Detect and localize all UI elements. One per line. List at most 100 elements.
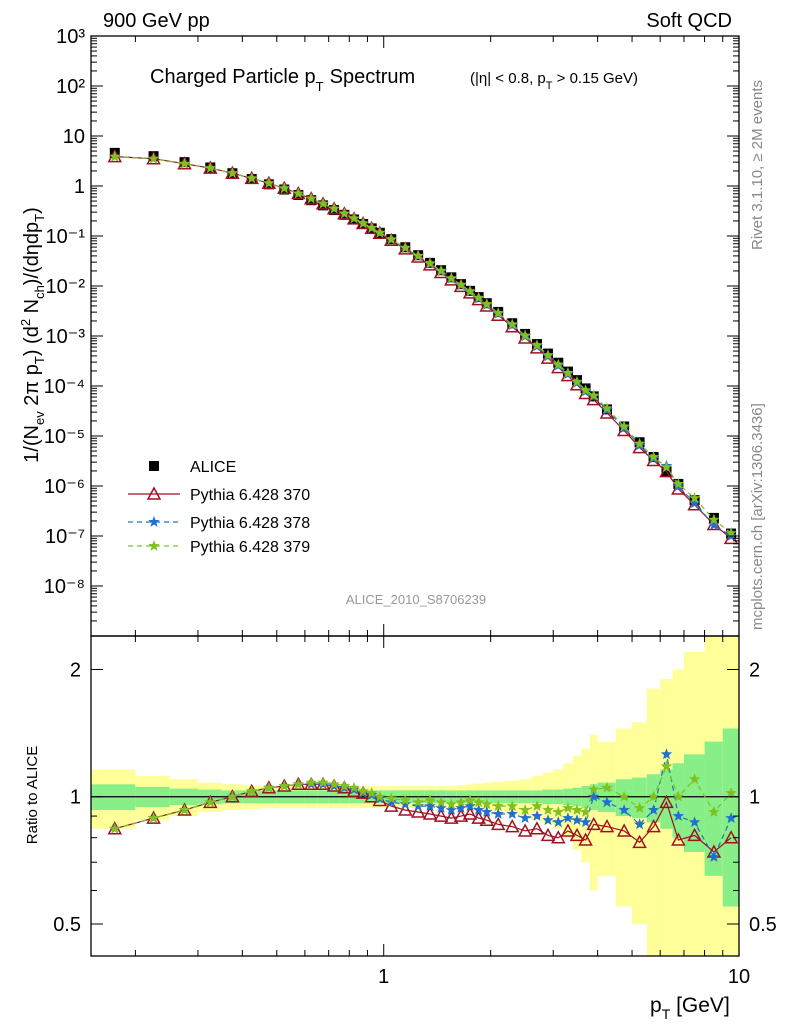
pythia-370-point xyxy=(578,832,593,846)
pythia-379-point xyxy=(506,318,518,330)
x-axis-label-sub: T xyxy=(662,1006,671,1022)
pythia-379-point xyxy=(147,152,160,164)
pythia-370-point xyxy=(659,794,674,809)
pythia-379-point xyxy=(338,780,351,791)
y-tick-label: 10⁻⁸ xyxy=(44,576,85,598)
legend-label: Pythia 6.428 370 xyxy=(190,487,310,504)
pythia-379-point xyxy=(464,285,476,297)
pythia-378-point xyxy=(588,790,600,802)
chart-title-tail: Spectrum xyxy=(330,66,416,88)
pythia-379-point xyxy=(519,329,531,341)
pythia-379-point xyxy=(226,790,239,802)
pythia-379-point xyxy=(579,384,592,396)
series-line-main xyxy=(114,156,732,537)
pythia-379-point xyxy=(328,202,340,214)
pythia-379-point xyxy=(263,781,275,793)
x-tick-label: 1 xyxy=(378,966,389,988)
pythia-370-point xyxy=(569,377,585,391)
pythia-379-point xyxy=(399,241,411,253)
pythia-379-point xyxy=(374,226,386,238)
pythia-379-point xyxy=(278,780,290,791)
pythia-378-point xyxy=(633,818,646,830)
pythia-379-point xyxy=(445,272,457,284)
y-tick-label: 10⁻⁵ xyxy=(44,426,85,448)
pythia-379-point xyxy=(672,790,685,802)
ratio-band-inner xyxy=(660,769,673,829)
header-right: Soft QCD xyxy=(646,10,732,32)
pythia-379-point xyxy=(725,787,737,798)
pythia-370-point xyxy=(146,486,162,500)
legend-label: Pythia 6.428 379 xyxy=(190,539,310,556)
pythia-378-point xyxy=(708,519,720,530)
main-panel-border xyxy=(90,35,740,637)
pythia-379-point xyxy=(552,358,564,370)
pythia-379-point xyxy=(579,806,592,817)
pythia-370-point xyxy=(540,827,556,842)
pythia-379-point xyxy=(399,794,411,806)
mcplots-label: mcplots.cern.ch [arXiv:1306.3436] xyxy=(749,403,766,630)
pythia-378-point xyxy=(519,812,531,823)
ratio-tick-label-left: 1 xyxy=(70,787,81,809)
pythia-370-point xyxy=(433,264,449,279)
x-axis-label-unit: [GeV] xyxy=(670,994,730,1017)
ratio-band-outer xyxy=(589,734,598,891)
pythia-378-point xyxy=(412,800,424,811)
pythia-379-point xyxy=(178,804,191,815)
main-panel-frame xyxy=(90,35,740,637)
pythia-379-point xyxy=(109,822,121,834)
y-tick-label: 10⁻⁴ xyxy=(44,376,85,398)
pythia-378-point xyxy=(472,804,485,815)
pythia-379-point xyxy=(435,264,447,276)
pythia-378-point xyxy=(542,814,554,826)
pythia-378-point xyxy=(601,796,613,808)
pythia-378-point xyxy=(725,812,737,823)
pythia-379-point xyxy=(424,794,436,806)
pythia-379-point xyxy=(633,802,646,813)
pythia-370-point xyxy=(599,819,615,833)
pythia-370-point xyxy=(471,810,486,824)
series-line-main xyxy=(114,156,732,539)
pythia-379-point xyxy=(588,783,600,795)
pythia-378-point xyxy=(579,816,592,828)
pythia-370-point xyxy=(398,802,413,816)
chart-title-cuts-sub: T xyxy=(546,80,553,92)
pythia-379-point xyxy=(348,212,360,224)
y-tick-label: 1 xyxy=(74,176,85,198)
pythia-379-point xyxy=(109,150,121,162)
pythia-378-point xyxy=(708,851,720,862)
pythia-370-point xyxy=(529,340,545,354)
pythia-379-point xyxy=(492,800,504,811)
pythia-379-point xyxy=(328,778,340,790)
pythia-379-point xyxy=(278,182,290,194)
series-line-main xyxy=(114,156,732,534)
legend-label: Pythia 6.428 378 xyxy=(190,515,310,532)
pythia-379-point xyxy=(506,800,518,811)
pythia-379-point xyxy=(435,796,447,808)
y-tick-label: 10³ xyxy=(56,26,85,48)
pythia-379-point xyxy=(374,790,386,802)
pythia-379-point xyxy=(472,796,485,808)
series-line-ratio xyxy=(114,764,732,830)
pythia-370-point xyxy=(586,816,601,831)
ratio-tick-label-left: 0.5 xyxy=(53,914,81,936)
pythia-370-point xyxy=(560,823,576,837)
pythia-379-point xyxy=(412,796,424,808)
pythia-379-point xyxy=(571,375,583,387)
chart-title-cuts-main: (|η| < 0.8, p xyxy=(470,70,546,87)
pythia-379-point xyxy=(647,790,660,802)
chart-title-cuts: (|η| < 0.8, pT > 0.15 GeV) xyxy=(470,70,638,92)
pythia-379-point xyxy=(317,197,329,209)
pythia-378-point xyxy=(399,798,411,810)
pythia-379-point xyxy=(601,402,613,414)
pythia-379-point xyxy=(660,461,673,473)
pythia-379-point xyxy=(292,187,304,199)
y-tick-label: 10⁻¹ xyxy=(46,226,86,248)
pythia-379-point xyxy=(633,437,646,449)
pythia-379-point xyxy=(204,162,216,173)
pythia-379-point xyxy=(317,776,329,788)
pythia-370-point xyxy=(490,816,506,831)
pythia-378-point xyxy=(688,816,701,828)
pythia-370-point xyxy=(687,827,702,842)
alice-point xyxy=(149,461,159,471)
